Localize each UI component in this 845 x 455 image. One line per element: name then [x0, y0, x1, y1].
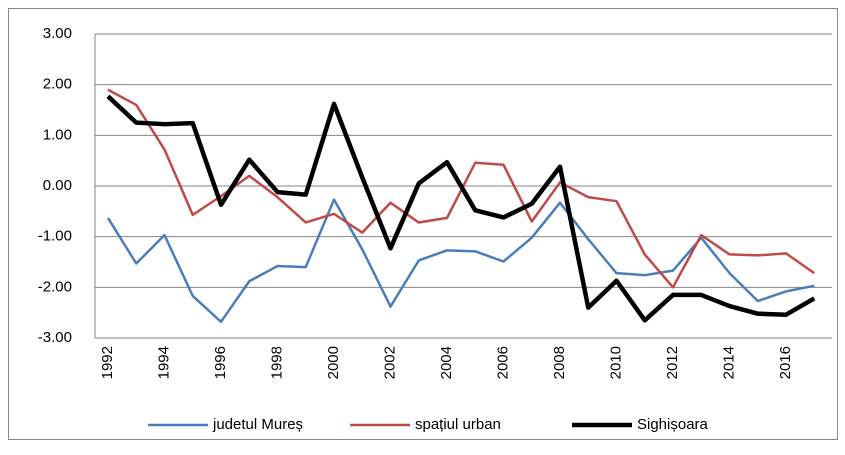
x-tick-label: 2004 [438, 346, 455, 379]
y-tick-label: -3.00 [38, 329, 72, 346]
x-tick-label: 2006 [494, 346, 511, 379]
x-tick-label: 1998 [268, 346, 285, 379]
y-tick-label: 1.00 [43, 126, 72, 143]
x-tick-label: 2010 [607, 346, 624, 379]
legend-label: spațiul urban [415, 416, 501, 433]
chart-border [8, 8, 838, 440]
legend-label: Sighișoara [637, 416, 709, 433]
y-tick-label: -1.00 [38, 228, 72, 245]
x-tick-label: 2008 [551, 346, 568, 379]
legend-label: judetul Mureș [212, 416, 303, 433]
y-tick-label: -2.00 [38, 278, 72, 295]
x-tick-label: 2016 [777, 346, 794, 379]
x-tick-label: 2014 [720, 346, 737, 379]
y-tick-label: 0.00 [43, 177, 72, 194]
x-tick-label: 1996 [212, 346, 229, 379]
y-tick-label: 2.00 [43, 76, 72, 93]
series-line [106, 94, 816, 323]
x-tick-label: 1992 [99, 346, 116, 379]
x-tick-label: 2002 [381, 346, 398, 379]
y-tick-label: 3.00 [43, 25, 72, 42]
x-tick-label: 2012 [664, 346, 681, 379]
x-tick-label: 1994 [155, 346, 172, 379]
x-tick-label: 2000 [325, 346, 342, 379]
